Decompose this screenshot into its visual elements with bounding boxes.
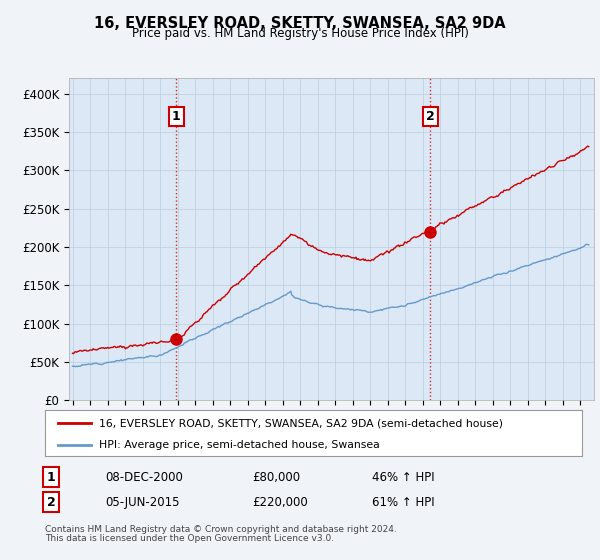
Text: 16, EVERSLEY ROAD, SKETTY, SWANSEA, SA2 9DA (semi-detached house): 16, EVERSLEY ROAD, SKETTY, SWANSEA, SA2 … (98, 418, 503, 428)
Text: £80,000: £80,000 (252, 470, 300, 484)
Text: £220,000: £220,000 (252, 496, 308, 509)
Text: 1: 1 (172, 110, 181, 123)
Text: 2: 2 (425, 110, 434, 123)
Text: 46% ↑ HPI: 46% ↑ HPI (372, 470, 434, 484)
Text: Contains HM Land Registry data © Crown copyright and database right 2024.: Contains HM Land Registry data © Crown c… (45, 525, 397, 534)
Text: 05-JUN-2015: 05-JUN-2015 (105, 496, 179, 509)
Text: Price paid vs. HM Land Registry's House Price Index (HPI): Price paid vs. HM Land Registry's House … (131, 27, 469, 40)
Text: 16, EVERSLEY ROAD, SKETTY, SWANSEA, SA2 9DA: 16, EVERSLEY ROAD, SKETTY, SWANSEA, SA2 … (94, 16, 506, 31)
Text: 08-DEC-2000: 08-DEC-2000 (105, 470, 183, 484)
Text: HPI: Average price, semi-detached house, Swansea: HPI: Average price, semi-detached house,… (98, 440, 379, 450)
Text: 1: 1 (47, 470, 55, 484)
Text: This data is licensed under the Open Government Licence v3.0.: This data is licensed under the Open Gov… (45, 534, 334, 543)
Text: 2: 2 (47, 496, 55, 509)
Text: 61% ↑ HPI: 61% ↑ HPI (372, 496, 434, 509)
